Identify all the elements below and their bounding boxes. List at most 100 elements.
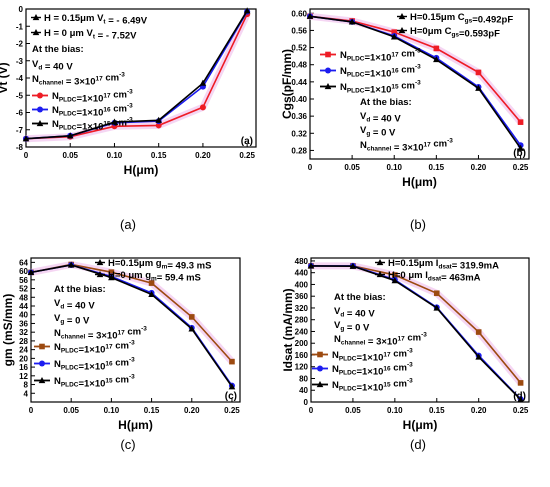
legend-entry-part: N bbox=[54, 376, 61, 387]
annotation-text-part: At the bias: bbox=[32, 44, 84, 55]
annotation-text: Nchannel = 3×1017 cm-3 bbox=[32, 72, 125, 88]
y-axis-label: Vt (V) bbox=[0, 62, 10, 93]
legend-entry-part: -3 bbox=[127, 103, 133, 110]
legend-entry-part: =1×10 bbox=[364, 85, 391, 96]
annotation-text-part: N bbox=[334, 334, 341, 345]
series-line-3 bbox=[25, 10, 248, 140]
panel-tag: (c) bbox=[225, 391, 237, 402]
y-tick-label: -4 bbox=[16, 74, 24, 83]
x-tick-label: 0 bbox=[24, 151, 29, 160]
legend-entry-part: 15 bbox=[391, 84, 399, 91]
legend-swatch-marker bbox=[37, 92, 43, 99]
y-tick-label: 40 bbox=[299, 386, 308, 395]
legend-entry-part: cm bbox=[113, 375, 129, 386]
y-tick-label: 12 bbox=[19, 372, 28, 381]
legend-entry-part: 16 bbox=[383, 366, 391, 373]
annotation-text-part: channel bbox=[367, 146, 392, 153]
annotation-text: At the bias: bbox=[334, 292, 386, 303]
annotation-text: H=0 μm Idsat= 463mA bbox=[388, 270, 481, 284]
annotation-text-part: V bbox=[32, 59, 39, 70]
legend-entry-part: =1×10 bbox=[78, 362, 105, 373]
legend-entry-part: N bbox=[52, 119, 59, 130]
annotation-text-part: H=0 μm g bbox=[108, 270, 151, 281]
y-tick-label: 0.32 bbox=[291, 129, 307, 138]
legend-entry: NPLDC=1×1017 cm-3 bbox=[332, 348, 413, 364]
data-point bbox=[148, 290, 155, 298]
y-tick-label: 200 bbox=[295, 339, 309, 348]
annotation-text-part: m bbox=[162, 264, 168, 271]
legend-entry-part: -3 bbox=[407, 348, 413, 355]
annotation-text-part: At the bias: bbox=[334, 292, 386, 303]
y-tick-label: 0 bbox=[304, 398, 309, 407]
data-point bbox=[188, 314, 195, 320]
annotation-text-part: = 40 V bbox=[344, 309, 375, 320]
annotation-text-part: V bbox=[54, 298, 61, 309]
data-point bbox=[517, 380, 524, 386]
annotation-text: At the bias: bbox=[54, 284, 106, 295]
data-point bbox=[348, 18, 356, 25]
data-point bbox=[108, 269, 115, 275]
y-tick-label: 36 bbox=[19, 319, 28, 328]
legend-entry-part: =1×10 bbox=[76, 94, 103, 105]
annotation-text-part: = 0 V bbox=[64, 316, 90, 327]
y-tick-label: 80 bbox=[299, 374, 308, 383]
data-point bbox=[349, 262, 357, 269]
legend-entry-part: 17 bbox=[105, 344, 113, 351]
annotation-text-part: = 59.4 mS bbox=[157, 273, 201, 284]
legend-entry-part: =1×10 bbox=[364, 53, 391, 64]
y-tick-label: 48 bbox=[19, 293, 28, 302]
legend-entry-part: PLDC bbox=[61, 348, 79, 355]
chart-panel-a: 0-1-2-3-4-5-6-7-80 0.05 0.10 0.15 0.20 0.25H(… bbox=[0, 5, 257, 232]
y-tick-label: 8 bbox=[24, 381, 29, 390]
x-tick-label: 0.20 bbox=[195, 151, 211, 160]
annotation-text-part: 17 bbox=[118, 330, 126, 337]
panel-caption: (c) bbox=[120, 437, 135, 452]
y-tick-label: 32 bbox=[19, 328, 28, 337]
y-tick-label: 40 bbox=[19, 311, 28, 320]
legend-entry-part: cm bbox=[111, 104, 127, 115]
annotation-text: H=0.15μm Idsat= 319.9mA bbox=[388, 258, 499, 272]
x-axis-label: H(μm) bbox=[403, 418, 438, 432]
legend-entry-part: N bbox=[332, 350, 339, 361]
annotation-text: Vg = 0 V bbox=[54, 313, 90, 327]
data-point bbox=[111, 118, 118, 125]
annotation-text-part: V bbox=[334, 320, 341, 331]
annotation-text-part: t bbox=[93, 34, 96, 41]
data-point bbox=[433, 304, 441, 311]
x-tick-label: 0.05 bbox=[62, 151, 78, 160]
panel-tag: (a) bbox=[241, 136, 253, 147]
annotation-text-part: d bbox=[60, 304, 64, 311]
annotation-text-part: d bbox=[38, 65, 42, 72]
legend-entry-part: =1×10 bbox=[76, 122, 103, 133]
x-tick-label: 0.05 bbox=[345, 406, 361, 415]
legend-entry-part: cm bbox=[391, 363, 407, 374]
legend-entry: NPLDC=1×1017 cm-3 bbox=[52, 89, 133, 105]
legend-entry: NPLDC=1×1016 cm-3 bbox=[54, 357, 135, 373]
legend-entry-part: =1×10 bbox=[78, 379, 105, 390]
data-point bbox=[67, 261, 75, 268]
y-tick-label: 0.36 bbox=[291, 112, 307, 121]
annotation-text-part: 17 bbox=[96, 76, 104, 83]
annotation-text-part: = 3×10 bbox=[85, 331, 117, 342]
legend-entry-part: -3 bbox=[407, 362, 413, 369]
legend-entry-part: 17 bbox=[103, 93, 111, 100]
y-axis-label: gm (mS/mm) bbox=[1, 294, 15, 367]
legend-entry-part: cm bbox=[391, 349, 407, 360]
data-point bbox=[199, 79, 207, 86]
x-tick-label: 0.25 bbox=[239, 151, 255, 160]
legend-entry-part: -3 bbox=[129, 374, 135, 381]
y-tick-label: 320 bbox=[295, 304, 309, 313]
data-point bbox=[188, 325, 196, 332]
x-tick-label: 0.10 bbox=[386, 163, 402, 172]
y-tick-label: 0.48 bbox=[291, 61, 307, 70]
annotation-text-part: = 40 V bbox=[370, 114, 401, 125]
annotation-text-part: =0.492pF bbox=[472, 15, 513, 26]
annotation-text-part: gs bbox=[465, 18, 473, 25]
legend-entry-part: cm bbox=[113, 341, 129, 352]
annotation-text: Vg = 0 V bbox=[360, 125, 396, 139]
annotation-text-part: N bbox=[360, 140, 367, 151]
data-point bbox=[307, 262, 315, 269]
legend-entry-part: PLDC bbox=[347, 88, 365, 95]
data-point bbox=[155, 116, 162, 123]
y-tick-label: 120 bbox=[295, 363, 309, 372]
